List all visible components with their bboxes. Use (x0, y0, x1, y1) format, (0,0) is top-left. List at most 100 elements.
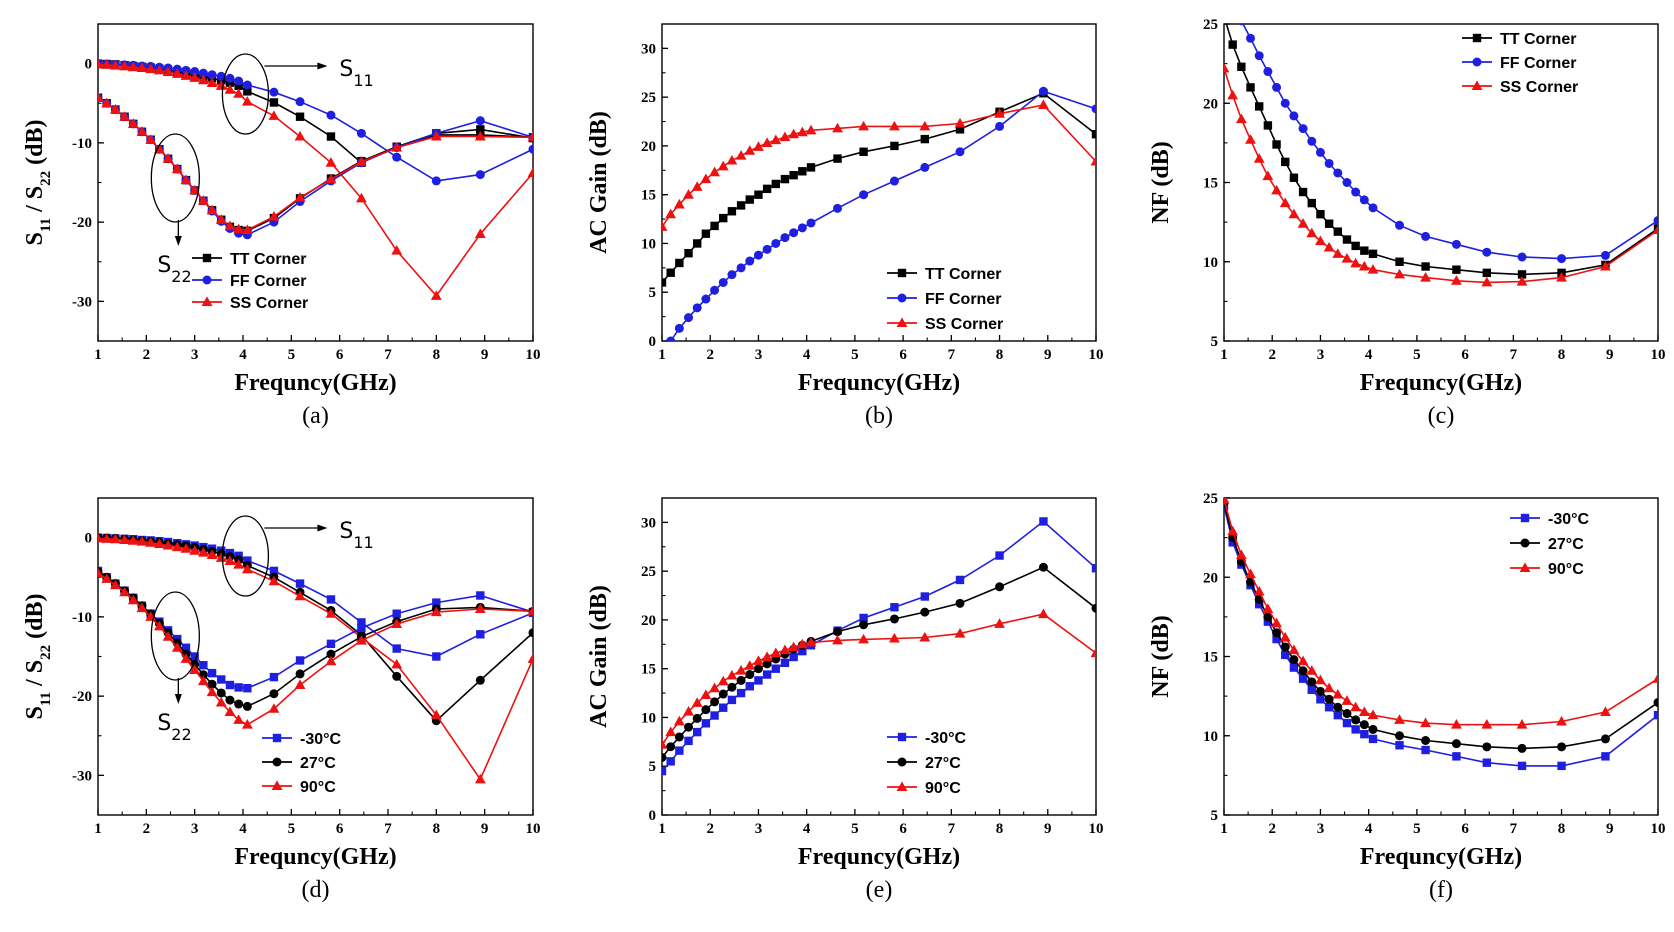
data-point (675, 746, 684, 755)
data-point (1516, 719, 1528, 729)
data-point (1315, 147, 1325, 157)
data-point (145, 537, 157, 547)
data-point (392, 152, 402, 162)
data-point (859, 190, 869, 200)
series-line (1224, 68, 1658, 284)
data-point (1333, 702, 1343, 712)
legend-label: TT Corner (1500, 31, 1576, 48)
legend-label: TT Corner (230, 251, 306, 268)
data-point (136, 62, 148, 72)
data-point (995, 551, 1004, 560)
x-tick-label: 2 (706, 347, 714, 363)
data-point (1342, 709, 1352, 719)
legend-label: -30°C (1548, 511, 1590, 528)
y-tick-label: -10 (72, 610, 92, 626)
data-point (206, 77, 218, 88)
data-point (1368, 249, 1378, 259)
legend-label: SS Corner (1500, 79, 1578, 96)
data-point (666, 268, 675, 277)
data-point (1298, 674, 1308, 683)
data-point (1394, 714, 1405, 724)
s22-sub: 22 (171, 267, 191, 286)
data-point (356, 128, 366, 138)
data-point (1359, 720, 1369, 730)
s11-annotation: S11 (339, 519, 373, 552)
x-tick-label: 3 (191, 821, 199, 837)
data-point (243, 684, 252, 693)
data-point (162, 66, 174, 76)
data-point (1224, 62, 1230, 73)
series-line (98, 97, 533, 232)
data-point (1333, 227, 1343, 236)
x-tick-label: 3 (1317, 347, 1325, 363)
data-point (1556, 715, 1567, 726)
data-point (692, 713, 702, 723)
data-point (662, 221, 668, 231)
data-point (889, 614, 899, 624)
data-point (727, 270, 737, 280)
x-axis-title: Frequncy(GHz) (1360, 370, 1522, 396)
data-point (1289, 173, 1299, 182)
data-point (475, 675, 485, 685)
data-point (294, 130, 306, 141)
legend-marker (897, 268, 907, 278)
data-point (189, 72, 201, 82)
data-point (127, 118, 139, 128)
y-tick-label: 30 (641, 515, 656, 531)
data-point (1324, 158, 1334, 168)
data-point (1038, 99, 1049, 109)
data-point (1482, 268, 1492, 278)
x-tick-label: 7 (948, 347, 956, 363)
x-tick-label: 2 (1268, 347, 1276, 363)
data-point (243, 87, 252, 96)
data-point (233, 714, 245, 724)
data-point (1316, 210, 1325, 219)
data-point (761, 137, 773, 147)
legend-label: SS Corner (925, 316, 1003, 333)
data-point (189, 545, 201, 555)
data-point (920, 162, 930, 172)
y-tick-label: 0 (85, 57, 93, 73)
data-point (1481, 276, 1493, 287)
data-point (858, 633, 869, 644)
y-tick-label: 15 (1203, 650, 1218, 666)
data-point (215, 80, 227, 90)
y-tick-label: 15 (641, 662, 656, 678)
x-tick-label: 6 (1461, 347, 1469, 363)
data-point (357, 623, 366, 633)
data-point (145, 134, 157, 144)
x-tick-label: 5 (1413, 347, 1421, 363)
y-tick-label: 5 (1211, 808, 1219, 824)
y-title-subscript: 22 (38, 645, 54, 660)
data-point (1306, 665, 1318, 675)
data-point (356, 156, 367, 166)
data-point (1367, 709, 1379, 720)
data-point (1297, 655, 1309, 666)
data-point (1600, 260, 1611, 271)
data-point (709, 166, 720, 177)
data-point (718, 689, 728, 699)
series-line (662, 520, 1096, 772)
data-point (171, 68, 183, 78)
data-point (241, 719, 253, 729)
y-tick-label: -20 (72, 215, 92, 231)
legend-marker (272, 757, 282, 767)
data-point (1653, 216, 1658, 226)
data-point (215, 696, 227, 707)
data-point (197, 547, 209, 557)
data-point (98, 92, 104, 102)
data-point (1271, 184, 1282, 195)
data-point (691, 181, 703, 191)
legend: -30°C 27°C 90°C (1510, 511, 1590, 578)
y-tick-label: 5 (1211, 334, 1219, 350)
y-title-part: (dB) (22, 594, 48, 645)
series-group (662, 517, 1096, 776)
data-point (701, 229, 711, 238)
data-point (771, 664, 781, 673)
data-point (326, 649, 336, 659)
data-point (789, 652, 798, 662)
data-point (736, 675, 746, 685)
data-point (1090, 647, 1096, 658)
